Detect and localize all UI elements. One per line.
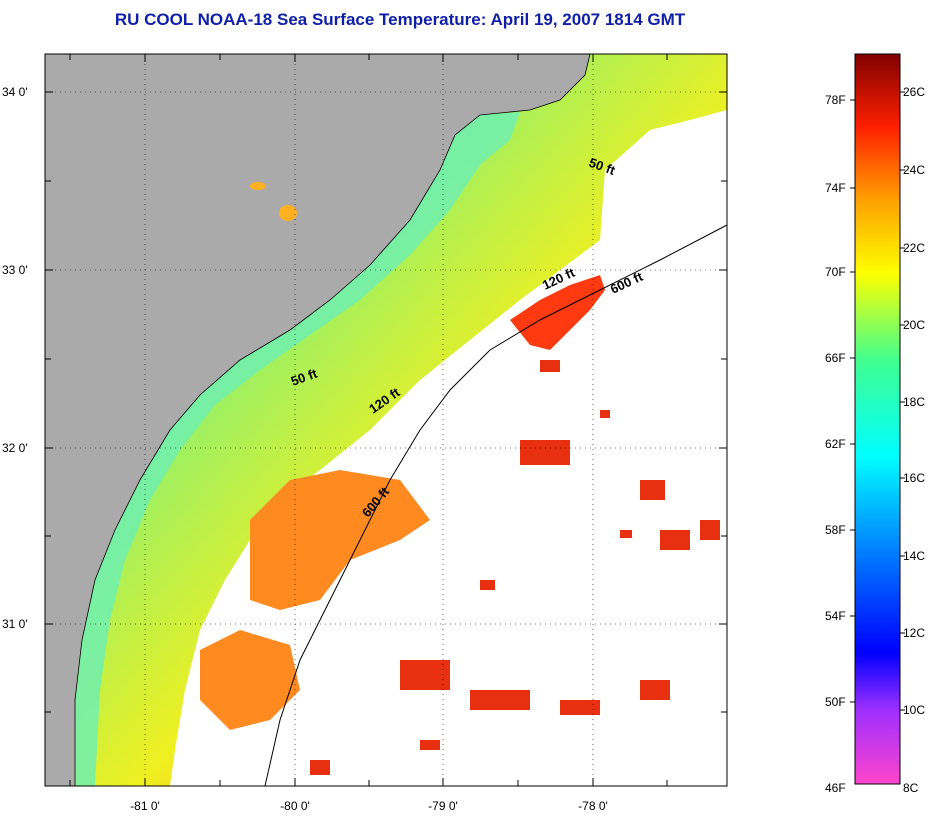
warm-patch-south [200, 630, 300, 730]
lat-label: 34 0' [2, 85, 28, 99]
colorbar-f-label: 74F [825, 181, 846, 195]
map-frame [44, 53, 728, 787]
colorbar-c-label: 10C [903, 703, 925, 717]
colorbar-c-label: 20C [903, 318, 925, 332]
colorbar-f-label: 46F [825, 781, 846, 795]
lon-label: -78 0' [578, 799, 608, 813]
island [250, 182, 266, 190]
colorbar: 78F 74F 70F 66F 62F 58F 54F 50F 46F 26C … [825, 53, 925, 795]
lat-label: 31 0' [2, 617, 28, 631]
lon-label: -80 0' [280, 799, 310, 813]
colorbar-f-label: 62F [825, 437, 846, 451]
warm-specks [310, 360, 720, 775]
lat-label: 32 0' [2, 441, 28, 455]
coastline [74, 54, 591, 786]
coastal-cool-band [75, 112, 520, 786]
colorbar-c-label: 8C [903, 781, 919, 795]
shelf-water [75, 54, 727, 786]
grid-lines [45, 54, 727, 786]
lon-label: -79 0' [428, 799, 458, 813]
colorbar-c-label: 12C [903, 626, 925, 640]
warm-front [510, 275, 605, 350]
map-title: RU COOL NOAA-18 Sea Surface Temperature:… [114, 10, 686, 29]
colorbar-f-label: 66F [825, 351, 846, 365]
colorbar-c-label: 24C [903, 163, 925, 177]
colorbar-c-label: 14C [903, 549, 925, 563]
colorbar-c-label: 16C [903, 471, 925, 485]
colorbar-f-label: 78F [825, 93, 846, 107]
colorbar-c-label: 26C [903, 85, 925, 99]
lon-label: -81 0' [130, 799, 160, 813]
isobath-600ft [264, 224, 727, 786]
frame-ticks [45, 54, 727, 786]
land-mass [45, 54, 590, 786]
colorbar-f-label: 54F [825, 609, 846, 623]
colorbar-c-label: 22C [903, 241, 925, 255]
colorbar-c-label: 18C [903, 395, 925, 409]
lat-label: 33 0' [2, 263, 28, 277]
map-plot-area [45, 54, 727, 786]
colorbar-f-label: 58F [825, 523, 846, 537]
colorbar-f-label: 70F [825, 265, 846, 279]
colorbar-f-label: 50F [825, 695, 846, 709]
island [279, 205, 297, 221]
